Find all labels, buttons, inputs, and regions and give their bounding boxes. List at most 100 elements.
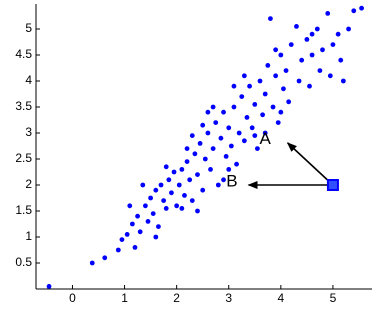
- point: [325, 11, 331, 16]
- point: [129, 221, 135, 227]
- point: [153, 187, 159, 193]
- point: [145, 219, 151, 224]
- point: [195, 208, 200, 214]
- point: [265, 63, 271, 68]
- point: [252, 133, 258, 139]
- point: [182, 193, 187, 198]
- point: [304, 37, 310, 42]
- point: [202, 156, 208, 162]
- point: [163, 164, 169, 170]
- point: [184, 146, 190, 152]
- point: [283, 68, 289, 73]
- y-tick-label: 5: [25, 21, 32, 35]
- point: [314, 26, 320, 32]
- point: [231, 104, 237, 110]
- point: [252, 102, 258, 107]
- point: [359, 5, 364, 11]
- point: [351, 8, 357, 14]
- point: [241, 73, 247, 79]
- point: [249, 125, 255, 131]
- point: [205, 109, 211, 115]
- point: [309, 31, 315, 37]
- point: [115, 247, 121, 253]
- point: [132, 245, 138, 250]
- point: [286, 99, 292, 105]
- point: [142, 203, 148, 209]
- point: [278, 52, 284, 58]
- x-tick-label: 1: [121, 291, 128, 305]
- point: [171, 169, 177, 175]
- point: [150, 211, 156, 217]
- point: [223, 154, 229, 159]
- point: [102, 255, 108, 261]
- point: [338, 57, 344, 63]
- y-tick-label: 2.5: [15, 151, 32, 165]
- point: [169, 190, 174, 196]
- point: [46, 284, 52, 289]
- point: [210, 104, 216, 110]
- annotation-label: A: [260, 129, 272, 148]
- point: [307, 83, 312, 89]
- annotation-label: B: [226, 171, 237, 190]
- point: [236, 130, 242, 136]
- point: [241, 138, 247, 144]
- point: [346, 26, 351, 32]
- point: [317, 68, 323, 73]
- point: [260, 112, 266, 118]
- point: [275, 120, 281, 125]
- point: [296, 78, 302, 84]
- point: [153, 234, 159, 240]
- point: [189, 198, 195, 204]
- point: [281, 86, 286, 92]
- point: [137, 229, 143, 235]
- point: [270, 104, 276, 110]
- point: [166, 177, 172, 183]
- point: [179, 206, 185, 211]
- point: [119, 237, 125, 243]
- query-marker: [326, 179, 339, 191]
- point: [335, 31, 341, 37]
- point: [205, 130, 211, 136]
- point: [218, 135, 224, 141]
- point: [200, 122, 206, 128]
- point: [213, 120, 219, 125]
- point: [221, 109, 226, 115]
- point: [294, 24, 299, 29]
- point: [89, 260, 95, 266]
- point: [174, 203, 180, 209]
- point: [200, 187, 206, 193]
- point: [273, 47, 279, 53]
- y-tick-label: 3: [25, 125, 32, 139]
- point: [262, 130, 268, 136]
- y-tick-label: 4.5: [15, 47, 32, 61]
- x-tick-label: 4: [277, 291, 284, 305]
- point: [309, 52, 315, 58]
- point: [124, 232, 130, 237]
- point: [192, 151, 198, 157]
- point: [208, 167, 213, 172]
- point: [288, 42, 294, 47]
- x-tick-label: 3: [225, 291, 232, 305]
- y-tick-label: 1: [25, 229, 32, 243]
- annotation-arrow: [286, 142, 334, 186]
- point: [215, 182, 221, 188]
- point: [158, 182, 164, 188]
- point: [148, 195, 154, 201]
- point: [226, 167, 232, 172]
- point: [140, 182, 146, 188]
- point: [161, 198, 167, 204]
- point: [179, 167, 185, 172]
- point: [327, 73, 333, 79]
- point: [184, 159, 190, 165]
- point: [135, 213, 140, 219]
- point: [197, 141, 203, 146]
- y-tick-label: 1.5: [15, 203, 32, 217]
- point: [226, 125, 232, 131]
- point: [239, 94, 245, 99]
- point: [278, 109, 284, 115]
- point: [273, 73, 279, 79]
- point: [244, 115, 250, 120]
- point: [257, 78, 263, 84]
- point: [127, 203, 133, 209]
- point: [254, 146, 260, 152]
